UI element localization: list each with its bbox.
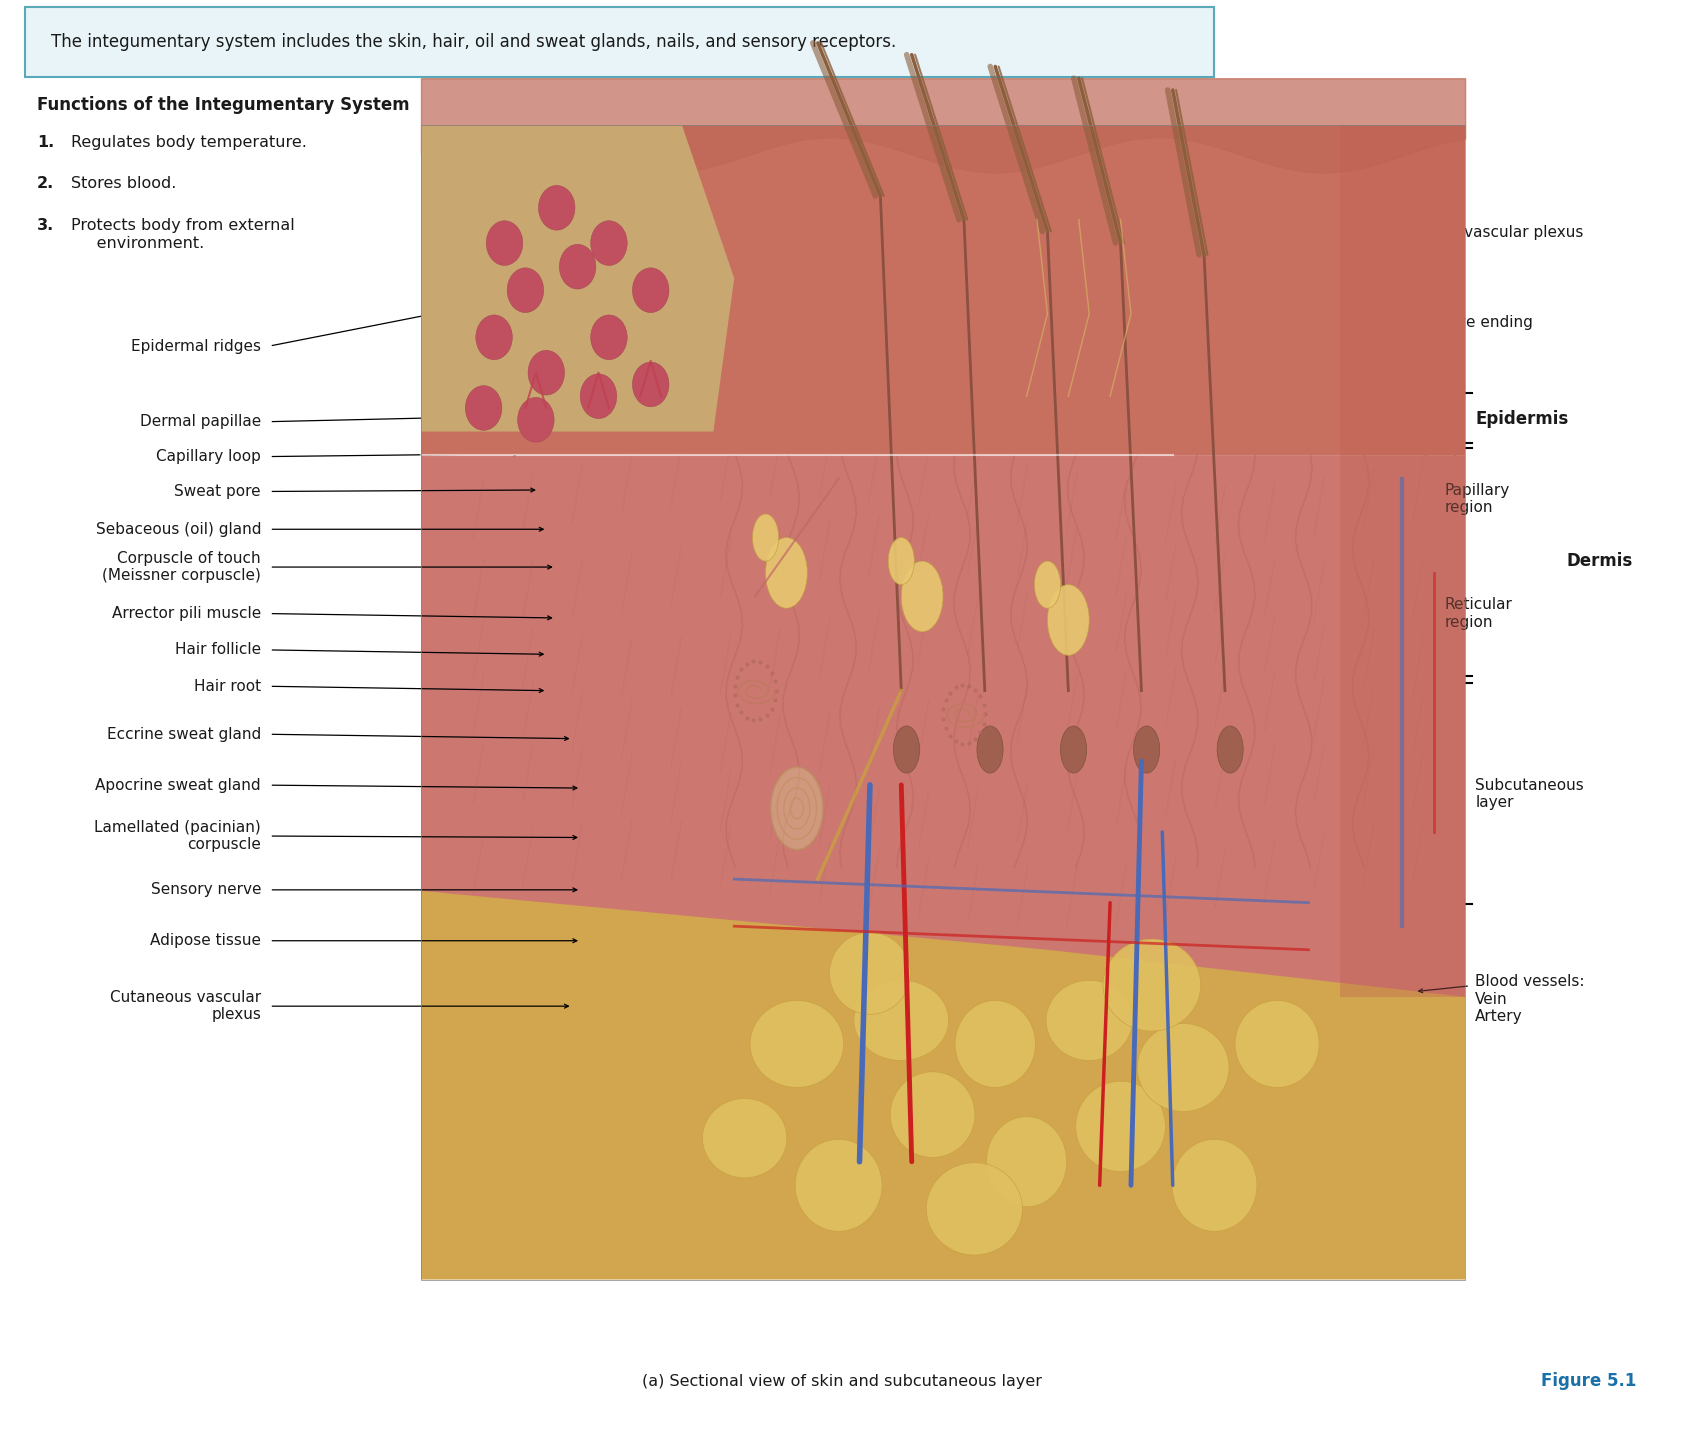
Text: Apocrine sweat gland: Apocrine sweat gland	[96, 778, 261, 792]
Ellipse shape	[926, 1163, 1022, 1255]
Ellipse shape	[887, 538, 914, 585]
Text: Corpuscle of touch
(Meissner corpuscle): Corpuscle of touch (Meissner corpuscle)	[103, 551, 261, 583]
Ellipse shape	[749, 1000, 844, 1088]
Ellipse shape	[1218, 726, 1243, 774]
Ellipse shape	[581, 374, 616, 419]
Text: Regulates body temperature.: Regulates body temperature.	[71, 135, 306, 150]
Ellipse shape	[591, 221, 626, 266]
Text: (a) Sectional view of skin and subcutaneous layer: (a) Sectional view of skin and subcutane…	[642, 1374, 1042, 1389]
Ellipse shape	[1133, 726, 1160, 774]
Text: Functions of the Integumentary System: Functions of the Integumentary System	[37, 96, 409, 113]
Polygon shape	[421, 125, 1465, 455]
Ellipse shape	[517, 397, 554, 442]
Text: Blood vessels:
Vein
Artery: Blood vessels: Vein Artery	[1475, 974, 1585, 1024]
Ellipse shape	[901, 561, 943, 631]
Text: 4.: 4.	[640, 135, 657, 150]
Ellipse shape	[771, 768, 823, 849]
Text: Papillary vascular plexus: Papillary vascular plexus	[1394, 225, 1583, 240]
Ellipse shape	[507, 268, 544, 313]
Polygon shape	[1340, 125, 1465, 997]
Text: Dermis: Dermis	[1566, 553, 1632, 570]
Ellipse shape	[539, 186, 574, 230]
Text: Dermal papillae: Dermal papillae	[140, 414, 261, 429]
Ellipse shape	[891, 1072, 975, 1157]
Polygon shape	[421, 867, 1465, 1280]
Polygon shape	[421, 125, 734, 432]
Text: Epidermis: Epidermis	[1475, 410, 1568, 427]
Ellipse shape	[894, 726, 919, 774]
Ellipse shape	[1034, 561, 1061, 608]
Text: Synthesizes vitamin D.: Synthesizes vitamin D.	[674, 218, 857, 233]
Text: 2.: 2.	[37, 176, 54, 190]
Ellipse shape	[1061, 726, 1086, 774]
Text: Reticular
region: Reticular region	[1445, 598, 1512, 630]
Text: The integumentary system includes the skin, hair, oil and sweat glands, nails, a: The integumentary system includes the sk…	[51, 33, 896, 51]
Text: Adipose tissue: Adipose tissue	[150, 933, 261, 948]
Text: 1.: 1.	[37, 135, 54, 150]
Text: Sebaceous (oil) gland: Sebaceous (oil) gland	[96, 522, 261, 537]
Text: Sweat pore: Sweat pore	[175, 484, 261, 499]
Ellipse shape	[1103, 939, 1201, 1031]
Ellipse shape	[854, 980, 948, 1060]
Text: Sensory nerve: Sensory nerve	[150, 883, 261, 897]
Text: Hair shaft: Hair shaft	[1078, 179, 1152, 193]
Ellipse shape	[977, 726, 1004, 774]
Text: 5.: 5.	[640, 176, 657, 190]
Ellipse shape	[633, 268, 669, 313]
Text: Capillary loop: Capillary loop	[157, 449, 261, 464]
Ellipse shape	[529, 350, 564, 395]
Ellipse shape	[465, 385, 502, 430]
Ellipse shape	[487, 221, 522, 266]
Text: Figure 5.1: Figure 5.1	[1541, 1373, 1637, 1390]
Ellipse shape	[1046, 980, 1132, 1060]
Text: 6.: 6.	[640, 218, 657, 233]
Text: Hair root: Hair root	[194, 679, 261, 694]
Ellipse shape	[633, 362, 669, 407]
Text: Excretes and absorbs substances.: Excretes and absorbs substances.	[674, 176, 946, 190]
Ellipse shape	[753, 513, 778, 561]
Ellipse shape	[1234, 1000, 1319, 1088]
Ellipse shape	[1047, 585, 1090, 656]
Text: Protects body from external
     environment.: Protects body from external environment.	[71, 218, 295, 250]
Ellipse shape	[591, 316, 626, 359]
Ellipse shape	[559, 244, 596, 289]
Ellipse shape	[1076, 1082, 1165, 1172]
Ellipse shape	[766, 538, 807, 608]
Ellipse shape	[987, 1117, 1066, 1207]
Text: Detects cutaneous sensations.: Detects cutaneous sensations.	[674, 135, 919, 150]
Text: Epidermal ridges: Epidermal ridges	[131, 339, 261, 353]
Ellipse shape	[955, 1000, 1036, 1088]
Polygon shape	[421, 455, 1465, 997]
Text: Eccrine sweat gland: Eccrine sweat gland	[106, 727, 261, 742]
FancyBboxPatch shape	[25, 7, 1214, 77]
Text: Papillary
region: Papillary region	[1445, 483, 1511, 515]
Ellipse shape	[1137, 1024, 1229, 1111]
Text: 3.: 3.	[37, 218, 54, 233]
Text: Cutaneous vascular
plexus: Cutaneous vascular plexus	[109, 990, 261, 1022]
Text: Hair follicle: Hair follicle	[175, 643, 261, 657]
Text: Lamellated (pacinian)
corpuscle: Lamellated (pacinian) corpuscle	[94, 820, 261, 852]
Text: Arrector pili muscle: Arrector pili muscle	[111, 606, 261, 621]
Ellipse shape	[795, 1140, 882, 1232]
Ellipse shape	[830, 932, 911, 1015]
Text: Stores blood.: Stores blood.	[71, 176, 177, 190]
Text: Subcutaneous
layer: Subcutaneous layer	[1475, 778, 1585, 810]
Ellipse shape	[702, 1099, 786, 1178]
Text: Free nerve ending: Free nerve ending	[1394, 316, 1532, 330]
Ellipse shape	[1172, 1140, 1256, 1232]
Ellipse shape	[477, 316, 512, 359]
